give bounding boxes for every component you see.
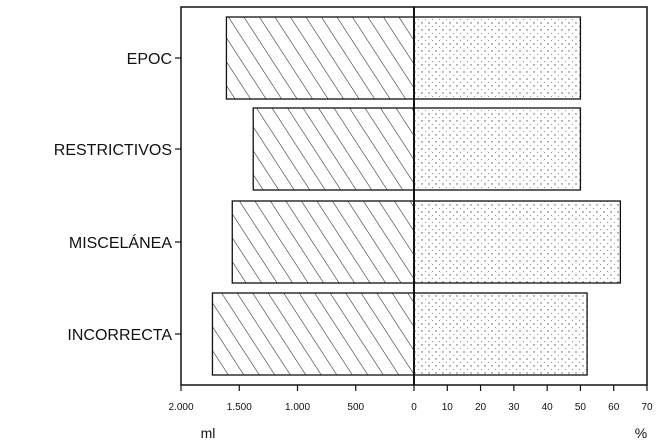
- category-ticks: [175, 57, 181, 335]
- left-bars-ml: [211, 16, 415, 376]
- x-axis-tick-labels: 2.000 1.500 1.000 500 0 10 20 30 40 50 60 70: [168, 402, 653, 413]
- category-label-epoc: EPOC: [127, 51, 172, 68]
- right-axis-unit-label: %: [635, 425, 647, 441]
- right-bars-percent: [413, 16, 622, 376]
- bar-ml-epoc: [225, 16, 415, 100]
- x-tick-label-ml: 1.500: [227, 402, 252, 413]
- category-label-incorrecta: INCORRECTA: [67, 327, 172, 344]
- category-label-miscel-nea: MISCELÁNEA: [69, 233, 172, 252]
- bar-percent-epoc: [413, 16, 582, 100]
- bar-percent-incorrecta: [413, 292, 588, 376]
- x-tick-label-percent: 70: [641, 402, 653, 413]
- x-tick-label-percent: 40: [542, 402, 554, 413]
- x-tick-label-ml: 1.000: [285, 402, 310, 413]
- category-labels: EPOC RESTRICTIVOS MISCELÁNEA INCORRECTA: [54, 51, 173, 344]
- x-tick-label-percent: 10: [442, 402, 454, 413]
- x-tick-label-percent: 30: [508, 402, 520, 413]
- left-axis-unit-label: ml: [201, 425, 216, 441]
- x-tick-label-ml: 500: [347, 402, 364, 413]
- x-tick-label-ml: 2.000: [168, 402, 193, 413]
- category-label-restrictivos: RESTRICTIVOS: [54, 142, 172, 159]
- bar-percent-miscel-nea: [413, 200, 622, 284]
- x-tick-label-percent: 60: [608, 402, 620, 413]
- bar-ml-restrictivos: [252, 107, 415, 191]
- x-axis-ticks: [180, 385, 648, 391]
- x-tick-label-percent: 50: [575, 402, 587, 413]
- x-tick-label-percent: 20: [475, 402, 487, 413]
- x-tick-label-ml: 0: [411, 402, 417, 413]
- bar-percent-restrictivos: [413, 107, 582, 191]
- bar-ml-incorrecta: [211, 292, 415, 376]
- bar-ml-miscel-nea: [231, 200, 415, 284]
